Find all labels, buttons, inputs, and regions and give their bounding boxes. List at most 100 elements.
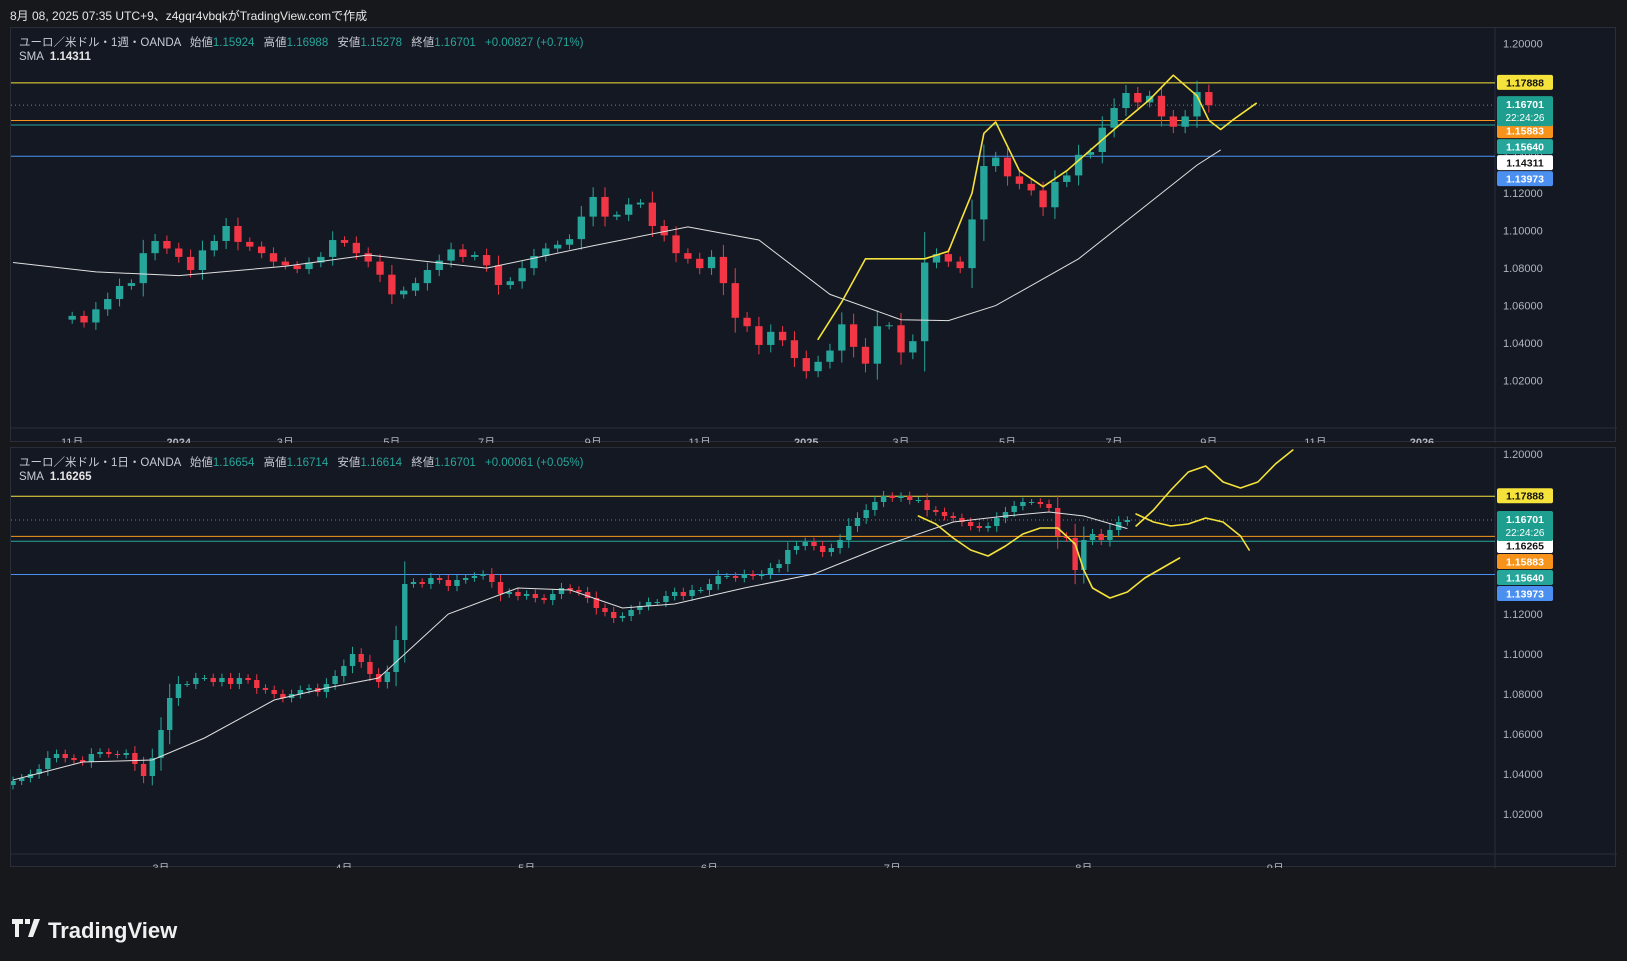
daily-candle-body [436,578,443,580]
daily-candle-body [767,568,774,574]
weekly-candle-body [400,290,408,295]
daily-candle-body [428,578,434,584]
daily-sma-legend: SMA 1.16265 [19,471,92,483]
daily-countdown-label: 22:24:26 [1506,528,1545,539]
daily-sma-line [12,511,1128,781]
daily-candle-body [915,500,922,501]
daily-candle-body [602,608,608,612]
weekly-candle-body [921,262,929,342]
daily-candle-body [280,694,286,698]
daily-sma-badge-label: 1.16265 [1506,540,1544,552]
daily-candle-body [671,592,678,596]
daily-candle-body [349,654,356,666]
weekly-countdown-label: 22:24:26 [1506,113,1545,124]
weekly-candle-body [660,226,668,236]
daily-candle-body [175,684,182,698]
daily-candle-body [645,602,652,606]
weekly-candle-body [329,240,337,257]
daily-y-tick-label: 1.08000 [1503,689,1543,701]
daily-candle-body [523,594,530,596]
daily-candle-body [219,678,225,682]
daily-candle-body [236,678,243,684]
daily-candle-body [445,580,451,586]
weekly-low: 1.15278 [360,37,402,49]
weekly-level-badge [1497,171,1553,187]
daily-candle-body [149,758,155,776]
weekly-open: 1.15924 [212,37,255,49]
daily-candle-body [471,576,478,578]
weekly-candle-body [530,255,538,269]
daily-candle-body [819,546,826,552]
weekly-candle-body [767,331,775,345]
weekly-candle-body [317,256,325,263]
daily-high: 1.16714 [286,457,329,469]
weekly-chart-canvas[interactable]: 1.200001.180001.160001.140001.120001.100… [11,28,1617,443]
daily-candle-body [106,752,112,754]
daily-candle-body [367,662,373,674]
daily-level-badge [1497,553,1553,569]
weekly-candle-body [1193,92,1201,117]
daily-candle-body [1046,504,1052,508]
daily-candle-body [45,758,51,769]
weekly-candle-body [1205,92,1213,106]
weekly-last-price-badge [1497,96,1553,127]
weekly-candle-body [672,235,680,254]
weekly-candle-body [198,250,207,271]
weekly-candle-body [281,261,289,266]
daily-y-tick-label: 1.20000 [1503,449,1543,461]
weekly-x-tick-label: 11月 [1304,437,1326,443]
daily-candle-body [123,753,129,755]
weekly-sma-badge-label: 1.14311 [1506,158,1544,170]
daily-candle-body [393,640,399,672]
daily-candle-body [880,496,887,502]
daily-y-tick-label: 1.04000 [1503,769,1543,781]
daily-candle-body [907,496,913,500]
daily-chart-panel[interactable]: 1.200001.180001.160001.140001.120001.100… [10,447,1617,868]
daily-candle-body [114,754,121,755]
weekly-level-badge-label: 1.15883 [1506,126,1544,138]
weekly-candle-body [411,283,420,291]
daily-candle-body [854,518,861,526]
daily-x-tick-label: 4月 [335,863,352,868]
daily-candle-body [1089,534,1096,540]
daily-candle-body [158,730,164,758]
weekly-x-tick-label: 2026 [1410,437,1434,443]
weekly-x-tick-label: 9月 [585,437,602,443]
daily-candle-body [611,612,617,618]
chart-caption: 8月 08, 2025 07:35 UTC+9、z4gqr4vbqkがTradi… [10,9,368,23]
weekly-x-tick-label: 2025 [794,437,818,443]
daily-level-badge [1497,569,1553,585]
daily-x-tick-label: 9月 [1267,863,1284,868]
daily-candle-body [889,496,895,498]
weekly-candle-body [352,242,361,254]
tradingview-logo[interactable]: TradingView [12,918,177,944]
daily-candle-body [584,592,591,598]
daily-candle-body [262,688,269,690]
daily-candle-body [1072,538,1078,570]
weekly-candle-body [565,239,574,245]
weekly-candle-body [1027,183,1035,191]
daily-candle-body [254,680,260,688]
daily-candle-body [724,576,730,577]
daily-candle-body [332,676,338,684]
daily-y-tick-label: 1.02000 [1503,809,1543,821]
weekly-candle-body [364,253,372,262]
weekly-candle-body [684,253,692,259]
weekly-candle-body [506,281,514,286]
weekly-level-badge [1497,74,1553,90]
weekly-candle-body [1051,181,1059,208]
weekly-chart-panel[interactable]: 1.200001.180001.160001.140001.120001.100… [10,27,1617,443]
weekly-candle-body [459,249,467,257]
daily-candle-body [184,684,190,685]
weekly-x-tick-label: 5月 [383,437,400,443]
daily-candle-body [201,678,208,679]
daily-chart-canvas[interactable]: 1.200001.180001.160001.140001.120001.100… [11,448,1617,868]
weekly-candle-body [80,315,88,323]
weekly-candle-body [1181,116,1189,127]
daily-candle-body [11,781,16,785]
weekly-candle-body [885,325,893,327]
daily-candle-body [227,678,234,684]
weekly-candle-body [577,216,585,240]
daily-candle-body [402,584,408,640]
daily-candle-body [785,550,791,564]
